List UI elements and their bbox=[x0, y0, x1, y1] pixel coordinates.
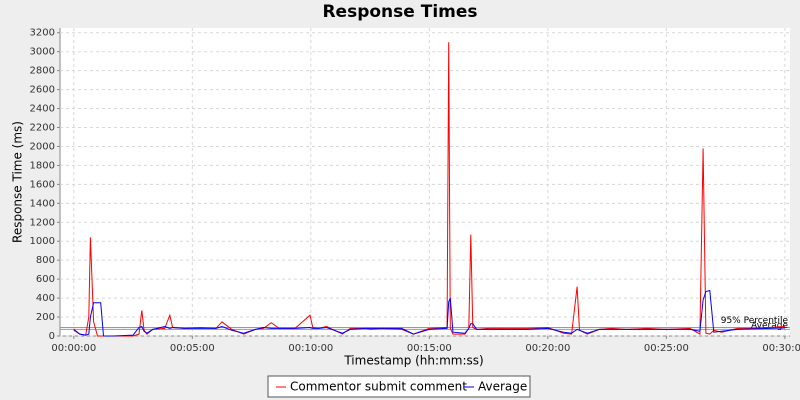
y-tick-label: 400 bbox=[36, 293, 55, 304]
y-tick-label: 2600 bbox=[30, 85, 55, 96]
y-tick-label: 1800 bbox=[30, 160, 55, 171]
y-tick-label: 2800 bbox=[30, 66, 55, 77]
reference-label: Average bbox=[751, 321, 788, 331]
y-tick-label: 200 bbox=[36, 312, 55, 323]
x-axis-title: Timestamp (hh:mm:ss) bbox=[343, 354, 483, 368]
y-tick-label: 2000 bbox=[30, 141, 55, 152]
series-line bbox=[73, 289, 785, 337]
legend-label: Commentor submit comment bbox=[290, 380, 467, 394]
x-tick-label: 00:20:00 bbox=[525, 343, 570, 354]
y-tick-label: 1000 bbox=[30, 236, 55, 247]
y-tick-label: 1200 bbox=[30, 217, 55, 228]
y-tick-label: 2200 bbox=[30, 123, 55, 134]
reference-label: 95% Percentile bbox=[721, 316, 789, 326]
y-tick-label: 2400 bbox=[30, 104, 55, 115]
y-tick-label: 3200 bbox=[30, 28, 55, 39]
x-tick-label: 00:30:00 bbox=[762, 343, 800, 354]
legend-label: Average bbox=[478, 380, 527, 394]
x-tick-label: 00:05:00 bbox=[170, 343, 215, 354]
plot-area bbox=[60, 28, 790, 336]
y-tick-label: 800 bbox=[36, 255, 55, 266]
y-tick-label: 3000 bbox=[30, 47, 55, 58]
chart-title: Response Times bbox=[322, 2, 477, 22]
y-tick-label: 1400 bbox=[30, 198, 55, 209]
y-tick-label: 1600 bbox=[30, 179, 55, 190]
y-tick-label: 600 bbox=[36, 274, 55, 285]
legend-box bbox=[267, 375, 531, 398]
x-tick-label: 00:10:00 bbox=[288, 343, 333, 354]
x-tick-label: 00:15:00 bbox=[407, 343, 452, 354]
y-tick-label: 0 bbox=[49, 331, 55, 342]
y-axis-title: Response Time (ms) bbox=[11, 121, 25, 243]
x-tick-label: 00:25:00 bbox=[644, 343, 689, 354]
x-tick-label: 00:00:00 bbox=[51, 343, 96, 354]
